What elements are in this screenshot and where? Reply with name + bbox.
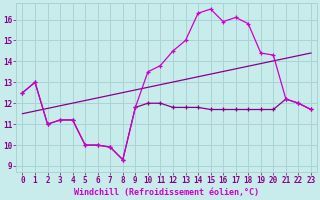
X-axis label: Windchill (Refroidissement éolien,°C): Windchill (Refroidissement éolien,°C) (74, 188, 259, 197)
